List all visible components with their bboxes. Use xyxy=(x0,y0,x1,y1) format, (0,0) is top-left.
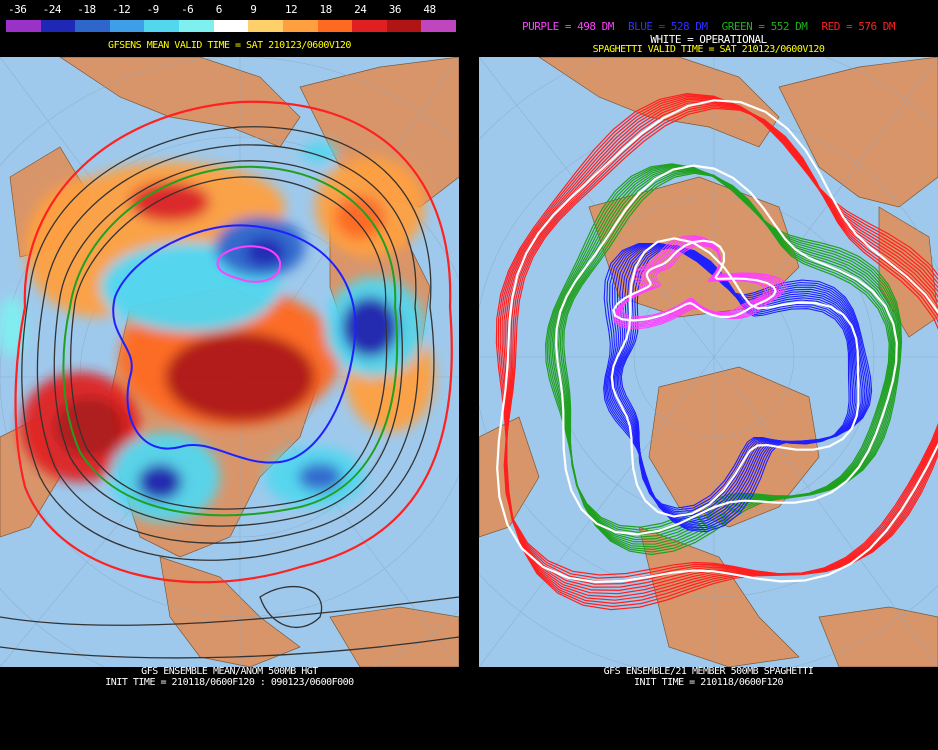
spaghetti-map xyxy=(479,57,938,667)
colorbar-cell xyxy=(352,20,388,32)
ensemble-member-line xyxy=(603,242,873,533)
colorbar-cell xyxy=(75,20,111,32)
ensemble-mean-panel: GFSENS MEAN VALID TIME = SAT 210123/0600… xyxy=(0,0,459,750)
colorbar-cell xyxy=(421,20,457,32)
colorbar-cell xyxy=(317,20,354,32)
colorbar-cell xyxy=(109,20,146,32)
right-valid-time: SPAGHETTI VALID TIME = SAT 210123/0600V1… xyxy=(592,44,825,55)
ensemble-member-line xyxy=(617,245,854,513)
legend-blue: BLUE = 528 DM xyxy=(627,20,708,33)
legend-purple: PURPLE = 498 DM xyxy=(521,20,614,33)
legend-red: RED = 576 DM xyxy=(821,20,896,33)
ensemble-member-line xyxy=(496,99,938,584)
graticule xyxy=(479,57,938,667)
ensemble-member-line xyxy=(605,242,869,529)
spaghetti-panel: PURPLE = 498 DM BLUE = 528 DM GREEN = 55… xyxy=(479,0,938,750)
ensemble-member-line xyxy=(495,92,938,611)
colorbar-label: 24 xyxy=(354,3,367,16)
contour-498 xyxy=(216,245,282,283)
colorbar-cell xyxy=(213,20,250,32)
contour-528 xyxy=(112,224,357,464)
spaghetti-legend: PURPLE = 498 DM BLUE = 528 DM GREEN = 55… xyxy=(479,20,938,33)
colorbar-label: -9 xyxy=(146,3,159,16)
ensemble-member-line xyxy=(544,163,903,556)
colorbar-label: -6 xyxy=(181,3,194,16)
colorbar-label: 6 xyxy=(215,3,223,16)
colorbar-label: -12 xyxy=(111,3,131,16)
colorbar-label: -24 xyxy=(42,3,62,16)
colorbar-cell xyxy=(248,20,284,32)
height-contours xyxy=(0,126,459,659)
colorbar-label: 36 xyxy=(388,3,402,16)
contour-552 xyxy=(62,165,399,517)
left-footer-init: INIT TIME = 210118/0600F120 : 090123/060… xyxy=(105,677,354,688)
right-footer-init: INIT TIME = 210118/0600F120 xyxy=(633,677,784,688)
ensemble-member-line xyxy=(615,244,857,516)
right-footer-title: GFS ENSEMBLE/21 MEMBER 500MB SPAGHETTI xyxy=(603,666,814,677)
legend-green: GREEN = 552 DM xyxy=(721,20,808,33)
colorbar-cell xyxy=(6,20,42,32)
colorbar-cell xyxy=(144,20,181,32)
legend-operational: WHITE = OPERATIONAL xyxy=(650,33,767,46)
left-footer-title: GFS ENSEMBLE MEAN/ANOM 500MB HGT xyxy=(141,666,318,677)
ensemble-member-line xyxy=(606,242,868,527)
colorbar-cell xyxy=(386,20,423,32)
colorbar-label: 48 xyxy=(423,3,436,16)
colorbar-label: 12 xyxy=(284,3,298,16)
contour-576 xyxy=(14,100,453,584)
ensemble-member-line xyxy=(604,242,871,531)
colorbar-cell xyxy=(179,20,215,32)
left-valid-time: GFSENS MEAN VALID TIME = SAT 210123/0600… xyxy=(108,40,351,51)
ensemble-member-line xyxy=(612,243,861,521)
anomaly-colorbar xyxy=(6,20,457,32)
colorbar-cell xyxy=(40,20,77,32)
colorbar-label: -18 xyxy=(77,3,96,16)
colorbar-cell xyxy=(282,20,319,32)
ensemble-member-line xyxy=(610,237,860,518)
panel-divider xyxy=(459,0,479,750)
colorbar-label: -36 xyxy=(8,3,27,16)
ensemble-member-line xyxy=(614,244,859,519)
ensemble-mean-map xyxy=(0,57,459,667)
spaghetti-ensemble-lines xyxy=(495,92,938,611)
ensemble-member-line xyxy=(612,239,777,322)
colorbar-label: 18 xyxy=(319,3,333,16)
colorbar-label: 9 xyxy=(250,3,257,16)
ensemble-member-line xyxy=(554,164,898,536)
